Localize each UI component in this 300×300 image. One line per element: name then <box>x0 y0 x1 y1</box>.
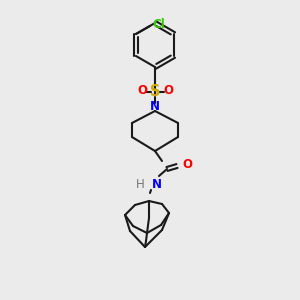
Text: H: H <box>136 178 145 190</box>
Text: N: N <box>150 100 160 113</box>
Text: O: O <box>182 158 192 172</box>
Text: O: O <box>137 85 147 98</box>
Text: N: N <box>152 178 162 190</box>
Text: O: O <box>163 85 173 98</box>
Text: Cl: Cl <box>152 19 165 32</box>
Text: S: S <box>150 83 160 98</box>
